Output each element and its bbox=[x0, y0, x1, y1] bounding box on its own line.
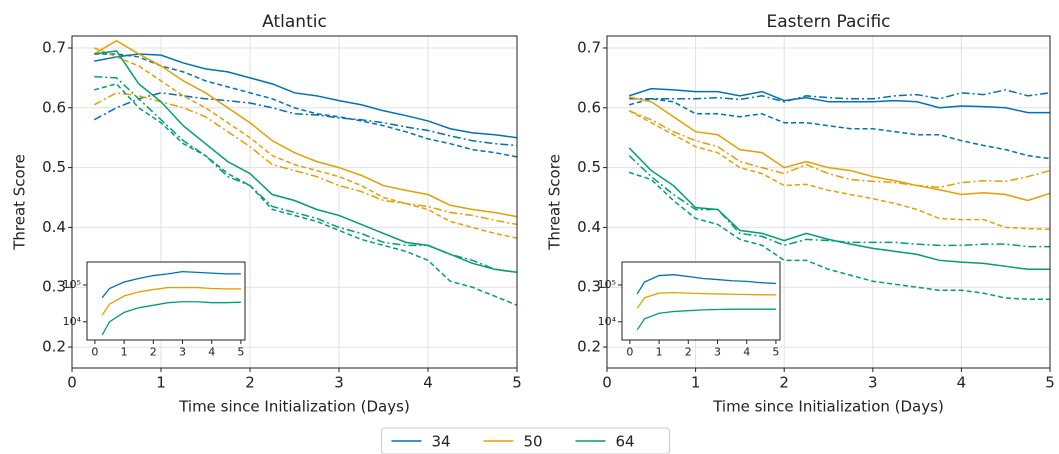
chart-title: Eastern Pacific bbox=[766, 12, 890, 32]
x-tick-label: 0 bbox=[67, 374, 77, 392]
y-tick-label: 10⁴ bbox=[598, 315, 617, 328]
series-line bbox=[94, 53, 518, 139]
legend-box bbox=[381, 427, 670, 454]
x-tick-label: 5 bbox=[512, 374, 522, 392]
axes-frame bbox=[621, 261, 781, 341]
y-tick-label: 0.3 bbox=[42, 278, 66, 296]
y-tick-label: 0.6 bbox=[577, 98, 601, 116]
x-tick-label: 3 bbox=[334, 374, 344, 392]
series-line bbox=[94, 75, 518, 274]
series-line bbox=[636, 274, 776, 295]
x-tick-label: 0 bbox=[602, 374, 612, 392]
x-tick-label: 0 bbox=[91, 346, 98, 359]
y-tick-label: 0.6 bbox=[42, 98, 66, 116]
x-tick-label: 3 bbox=[868, 374, 878, 392]
inset-area bbox=[87, 262, 245, 340]
y-tick-label: 0.4 bbox=[577, 218, 601, 236]
chart-title: Atlantic bbox=[262, 12, 327, 32]
x-axis-label: Time since Initialization (Days) bbox=[712, 398, 944, 416]
x-tick-label: 4 bbox=[208, 346, 215, 359]
axes-frame bbox=[86, 261, 246, 341]
axes-frame bbox=[71, 35, 518, 369]
y-tick-label: 0.7 bbox=[577, 38, 601, 56]
series-line bbox=[628, 110, 1051, 189]
inset-area bbox=[622, 262, 780, 340]
series-line bbox=[93, 92, 518, 147]
series-line bbox=[629, 89, 1051, 103]
series-line bbox=[636, 308, 776, 331]
x-tick-label: 2 bbox=[245, 374, 255, 392]
x-tick-label: 1 bbox=[691, 374, 701, 392]
y-tick-label: 10⁵ bbox=[63, 278, 81, 291]
x-tick-label: 3 bbox=[179, 346, 186, 359]
axes-frame bbox=[606, 35, 1051, 369]
y-tick-label: 10⁴ bbox=[63, 315, 82, 328]
y-tick-label: 0.3 bbox=[577, 278, 601, 296]
x-tick-label: 5 bbox=[772, 346, 779, 359]
series-line bbox=[628, 98, 1051, 160]
series-line bbox=[628, 155, 1050, 248]
x-tick-label: 5 bbox=[1045, 374, 1055, 392]
x-tick-label: 4 bbox=[743, 346, 750, 359]
x-tick-label: 1 bbox=[121, 346, 128, 359]
y-axis-label: Threat Score bbox=[11, 154, 29, 251]
x-tick-label: 0 bbox=[626, 346, 633, 359]
x-tick-label: 4 bbox=[957, 374, 967, 392]
series-line bbox=[93, 47, 518, 239]
x-tick-label: 3 bbox=[714, 346, 721, 359]
x-tick-label: 1 bbox=[656, 346, 663, 359]
series-line bbox=[101, 301, 241, 336]
x-tick-label: 4 bbox=[423, 374, 433, 392]
y-tick-label: 0.5 bbox=[577, 158, 601, 176]
legend-label: 34 bbox=[432, 433, 451, 451]
x-tick-label: 1 bbox=[156, 374, 166, 392]
x-axis-label: Time since Initialization (Days) bbox=[178, 398, 410, 416]
y-tick-label: 0.7 bbox=[42, 38, 66, 56]
y-tick-label: 0.5 bbox=[42, 158, 66, 176]
series-line bbox=[93, 39, 518, 218]
y-axis-label: Threat Score bbox=[546, 154, 564, 251]
y-tick-label: 0.2 bbox=[42, 338, 66, 356]
y-tick-label: 0.4 bbox=[42, 218, 66, 236]
x-tick-label: 2 bbox=[779, 374, 789, 392]
series-line bbox=[101, 270, 241, 299]
y-tick-label: 0.2 bbox=[577, 338, 601, 356]
series-line bbox=[636, 291, 776, 309]
series-line bbox=[101, 286, 241, 316]
x-tick-label: 5 bbox=[237, 346, 244, 359]
y-tick-label: 10⁵ bbox=[598, 278, 616, 291]
series-line bbox=[94, 53, 518, 158]
legend-label: 64 bbox=[616, 433, 635, 451]
series-line bbox=[628, 87, 1050, 114]
x-tick-label: 2 bbox=[685, 346, 692, 359]
legend-label: 50 bbox=[524, 433, 543, 451]
series-line bbox=[94, 83, 518, 306]
x-tick-label: 2 bbox=[150, 346, 157, 359]
series-line bbox=[628, 96, 1051, 202]
